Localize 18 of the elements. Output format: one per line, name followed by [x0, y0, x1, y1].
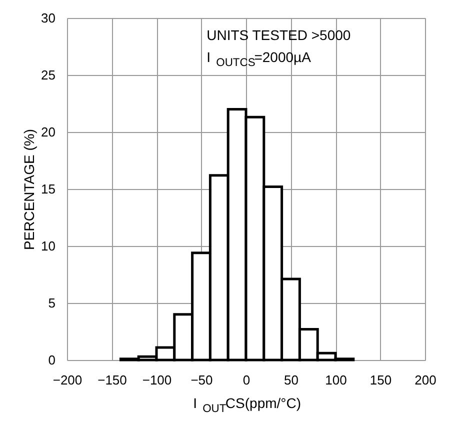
- y-tick-label: 15: [41, 182, 56, 196]
- x-tick-label: −100: [142, 372, 172, 388]
- annotation: UNITS TESTED >5000: [206, 27, 351, 43]
- y-axis-title: PERCENTAGE (%): [21, 128, 38, 250]
- y-tick-label: 0: [48, 352, 56, 368]
- x-tick-label: −150: [98, 372, 127, 388]
- y-tick-label: 10: [41, 238, 56, 254]
- x-tick-label: 50: [284, 372, 298, 388]
- x-tick-label: 150: [370, 372, 392, 388]
- y-tick-label: 5: [48, 296, 56, 310]
- y-tick-label: 25: [41, 68, 56, 82]
- x-tick-label: −50: [190, 372, 213, 388]
- y-tick-label: 20: [41, 124, 56, 140]
- x-tick-label: 200: [414, 372, 436, 388]
- x-tick-label: −200: [52, 372, 82, 388]
- x-tick-label: 0: [242, 372, 250, 388]
- x-tick-label: 100: [325, 372, 347, 388]
- y-tick-label: 30: [41, 10, 56, 26]
